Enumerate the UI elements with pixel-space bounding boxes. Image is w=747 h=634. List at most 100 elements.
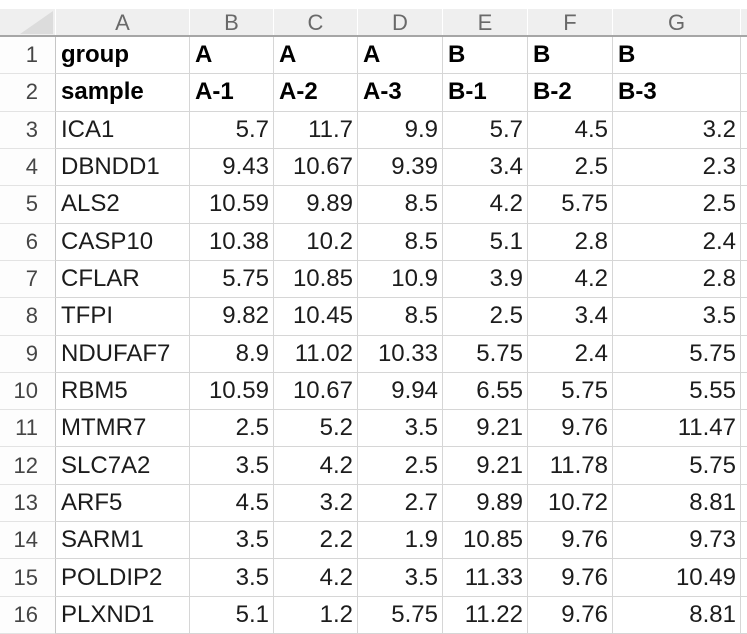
cell-D13[interactable]: 2.7	[358, 484, 443, 523]
cell-A6[interactable]: CASP10	[56, 223, 190, 261]
cell-C10[interactable]: 10.67	[274, 372, 358, 411]
cell-D15[interactable]: 3.5	[358, 559, 443, 597]
column-header-E[interactable]: E	[443, 9, 528, 37]
cell-A2[interactable]: sample	[56, 74, 190, 112]
cell-F13[interactable]: 10.72	[528, 484, 613, 523]
cell-E10[interactable]: 6.55	[443, 372, 528, 411]
cell-G10[interactable]: 5.55	[613, 372, 741, 411]
cell-F6[interactable]: 2.8	[528, 223, 613, 261]
row-header-9[interactable]: 9	[0, 335, 56, 373]
cell-G14[interactable]: 9.73	[613, 522, 741, 560]
cell-A4[interactable]: DBNDD1	[56, 148, 190, 187]
cell-C7[interactable]: 10.85	[274, 260, 358, 299]
row-header-15[interactable]: 15	[0, 559, 56, 597]
cell-B8[interactable]: 9.82	[190, 298, 274, 336]
cell-C1[interactable]: A	[274, 37, 358, 75]
cell-A9[interactable]: NDUFAF7	[56, 335, 190, 373]
cell-F4[interactable]: 2.5	[528, 148, 613, 187]
row-header-4[interactable]: 4	[0, 148, 56, 187]
row-header-6[interactable]: 6	[0, 223, 56, 261]
cell-F9[interactable]: 2.4	[528, 335, 613, 373]
row-header-14[interactable]: 14	[0, 522, 56, 560]
cell-D6[interactable]: 8.5	[358, 223, 443, 261]
cell-E9[interactable]: 5.75	[443, 335, 528, 373]
cell-C11[interactable]: 5.2	[274, 410, 358, 448]
cell-D7[interactable]: 10.9	[358, 260, 443, 299]
cell-E7[interactable]: 3.9	[443, 260, 528, 299]
cell-E14[interactable]: 10.85	[443, 522, 528, 560]
cell-B4[interactable]: 9.43	[190, 148, 274, 187]
row-header-1[interactable]: 1	[0, 37, 56, 75]
cell-A7[interactable]: CFLAR	[56, 260, 190, 299]
cell-G3[interactable]: 3.2	[613, 111, 741, 149]
cell-D1[interactable]: A	[358, 37, 443, 75]
cell-D14[interactable]: 1.9	[358, 522, 443, 560]
cell-G15[interactable]: 10.49	[613, 559, 741, 597]
cell-A12[interactable]: SLC7A2	[56, 447, 190, 485]
cell-C16[interactable]: 1.2	[274, 596, 358, 634]
cell-F14[interactable]: 9.76	[528, 522, 613, 560]
cell-A14[interactable]: SARM1	[56, 522, 190, 560]
cell-E8[interactable]: 2.5	[443, 298, 528, 336]
row-header-5[interactable]: 5	[0, 186, 56, 224]
cell-D8[interactable]: 8.5	[358, 298, 443, 336]
column-header-F[interactable]: F	[528, 9, 613, 37]
column-header-A[interactable]: A	[56, 9, 190, 37]
cell-B1[interactable]: A	[190, 37, 274, 75]
cell-G16[interactable]: 8.81	[613, 596, 741, 634]
cell-E12[interactable]: 9.21	[443, 447, 528, 485]
cell-G4[interactable]: 2.3	[613, 148, 741, 187]
cell-B7[interactable]: 5.75	[190, 260, 274, 299]
cell-E6[interactable]: 5.1	[443, 223, 528, 261]
cell-B12[interactable]: 3.5	[190, 447, 274, 485]
cell-F7[interactable]: 4.2	[528, 260, 613, 299]
cell-G6[interactable]: 2.4	[613, 223, 741, 261]
column-header-B[interactable]: B	[190, 9, 274, 37]
column-header-D[interactable]: D	[358, 9, 443, 37]
cell-A16[interactable]: PLXND1	[56, 596, 190, 634]
cell-D4[interactable]: 9.39	[358, 148, 443, 187]
cell-B3[interactable]: 5.7	[190, 111, 274, 149]
cell-D12[interactable]: 2.5	[358, 447, 443, 485]
cell-D16[interactable]: 5.75	[358, 596, 443, 634]
column-header-G[interactable]: G	[613, 9, 741, 37]
cell-A1[interactable]: group	[56, 37, 190, 75]
cell-G5[interactable]: 2.5	[613, 186, 741, 224]
cell-D10[interactable]: 9.94	[358, 372, 443, 411]
cell-F1[interactable]: B	[528, 37, 613, 75]
cell-C14[interactable]: 2.2	[274, 522, 358, 560]
cell-F11[interactable]: 9.76	[528, 410, 613, 448]
cell-B2[interactable]: A-1	[190, 74, 274, 112]
cell-A13[interactable]: ARF5	[56, 484, 190, 523]
cell-G12[interactable]: 5.75	[613, 447, 741, 485]
cell-E1[interactable]: B	[443, 37, 528, 75]
cell-F12[interactable]: 11.78	[528, 447, 613, 485]
row-header-16[interactable]: 16	[0, 596, 56, 634]
cell-G13[interactable]: 8.81	[613, 484, 741, 523]
cell-C4[interactable]: 10.67	[274, 148, 358, 187]
cell-B15[interactable]: 3.5	[190, 559, 274, 597]
cell-E15[interactable]: 11.33	[443, 559, 528, 597]
cell-C8[interactable]: 10.45	[274, 298, 358, 336]
cell-A3[interactable]: ICA1	[56, 111, 190, 149]
cell-F16[interactable]: 9.76	[528, 596, 613, 634]
cell-B11[interactable]: 2.5	[190, 410, 274, 448]
cell-D9[interactable]: 10.33	[358, 335, 443, 373]
cell-G9[interactable]: 5.75	[613, 335, 741, 373]
row-header-12[interactable]: 12	[0, 447, 56, 485]
cell-D11[interactable]: 3.5	[358, 410, 443, 448]
column-header-C[interactable]: C	[274, 9, 358, 37]
row-header-11[interactable]: 11	[0, 410, 56, 448]
cell-G7[interactable]: 2.8	[613, 260, 741, 299]
cell-F8[interactable]: 3.4	[528, 298, 613, 336]
cell-E2[interactable]: B-1	[443, 74, 528, 112]
cell-C15[interactable]: 4.2	[274, 559, 358, 597]
row-header-2[interactable]: 2	[0, 74, 56, 112]
row-header-10[interactable]: 10	[0, 372, 56, 411]
cell-D2[interactable]: A-3	[358, 74, 443, 112]
cell-B5[interactable]: 10.59	[190, 186, 274, 224]
cell-B14[interactable]: 3.5	[190, 522, 274, 560]
cell-C13[interactable]: 3.2	[274, 484, 358, 523]
row-header-13[interactable]: 13	[0, 484, 56, 523]
cell-G2[interactable]: B-3	[613, 74, 741, 112]
